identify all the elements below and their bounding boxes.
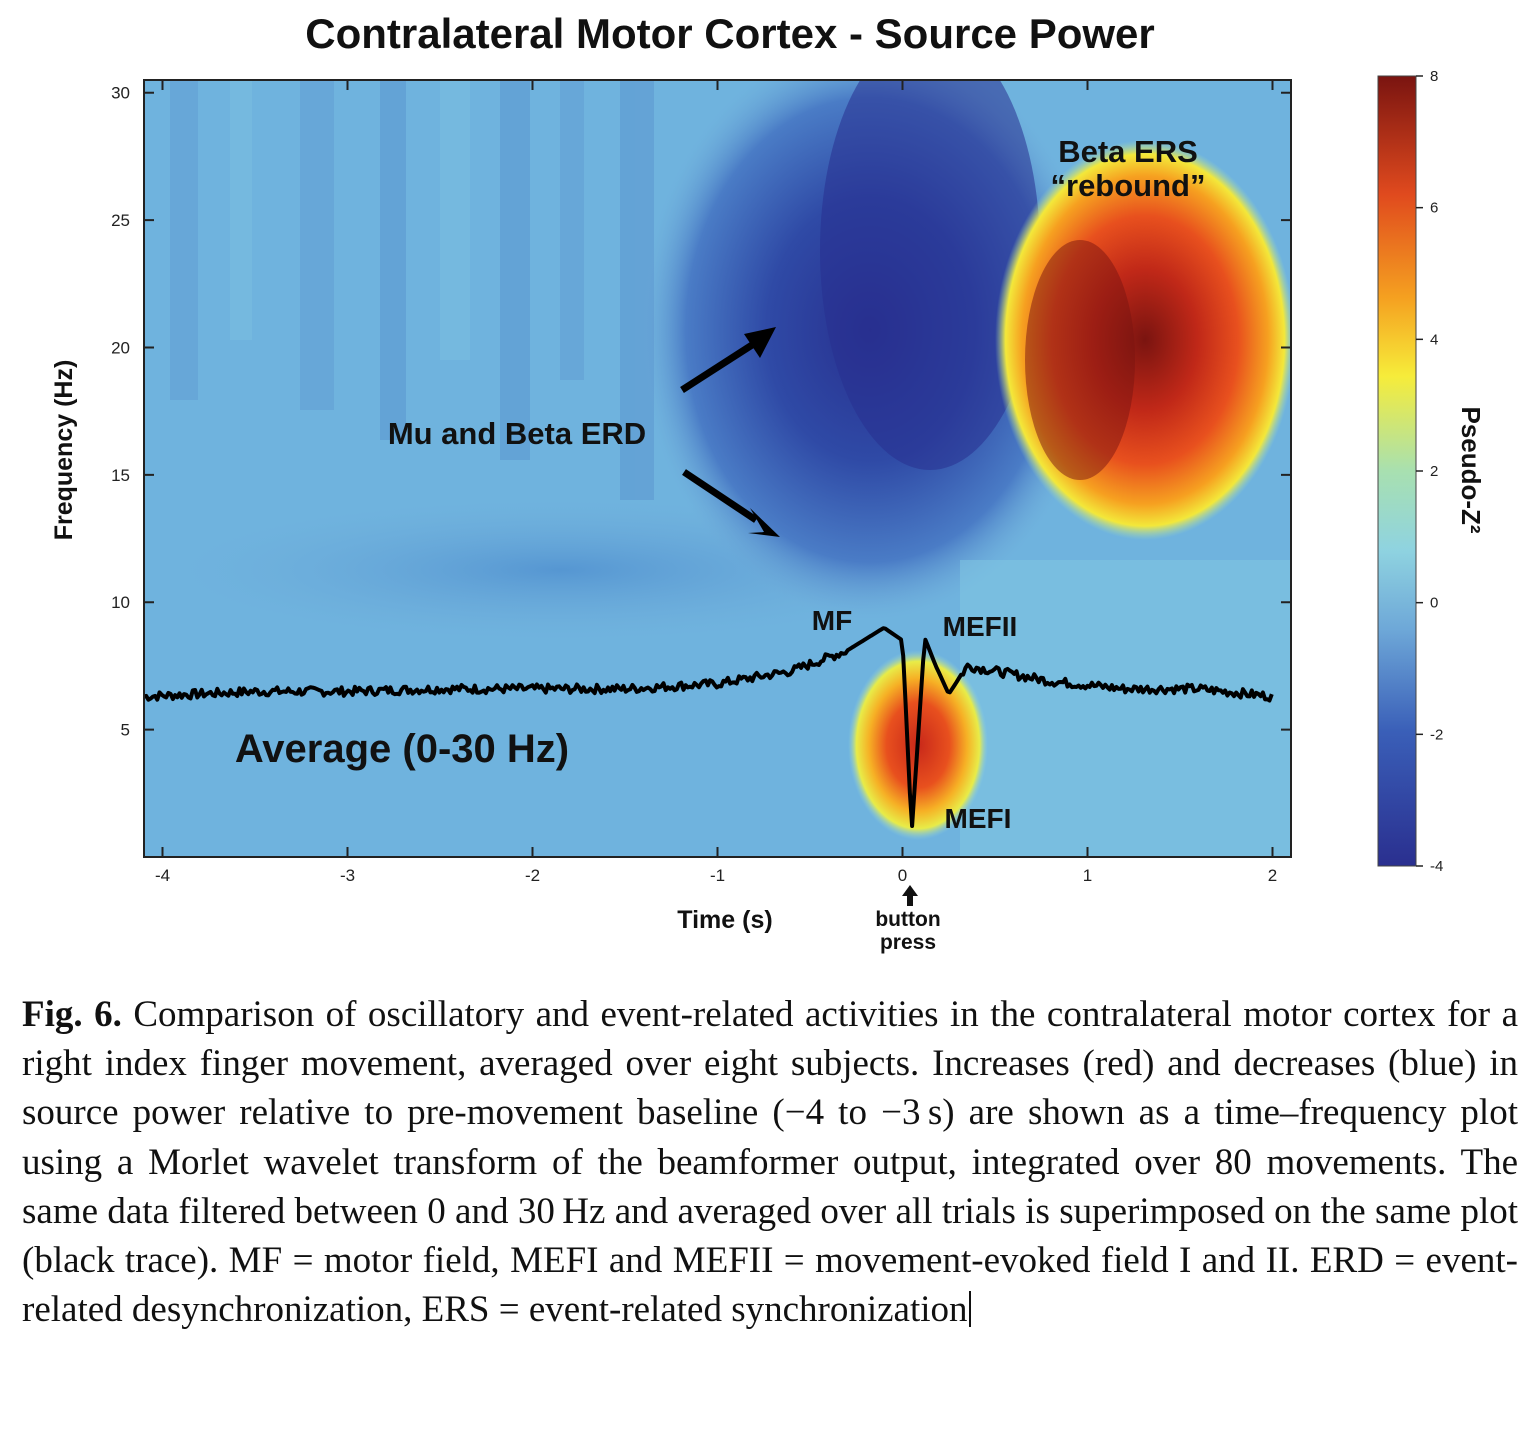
x-tick-label: -4 [155, 866, 170, 885]
button-press-marker: button press [875, 885, 941, 954]
colorbar-tick-label: 8 [1430, 68, 1438, 85]
arrow-down-right-icon [748, 508, 780, 537]
y-axis: 5 10 15 20 25 30 [111, 84, 1291, 740]
y-tick-label: 20 [111, 338, 130, 357]
colorbar-tick-label: -4 [1430, 858, 1443, 875]
colorbar-tick-label: 0 [1430, 595, 1438, 612]
text-cursor [968, 1291, 971, 1328]
y-tick-label: 30 [111, 84, 130, 103]
colorbar-tick-label: -2 [1430, 726, 1443, 743]
mefii-label: MEFII [943, 611, 1018, 642]
y-tick-label: 5 [121, 721, 130, 740]
x-axis-label: Time (s) [677, 906, 772, 934]
x-tick-label: 0 [898, 866, 907, 885]
mf-label: MF [812, 605, 852, 636]
figure-title: Contralateral Motor Cortex - Source Powe… [305, 10, 1155, 57]
colorbar-ticks: -4 -2 0 2 4 6 8 [1416, 68, 1443, 875]
y-tick-label: 10 [111, 593, 130, 612]
colorbar-tick-label: 2 [1430, 463, 1438, 480]
average-label: Average (0-30 Hz) [235, 727, 569, 771]
y-tick-label: 15 [111, 466, 130, 485]
erd-label: Mu and Beta ERD [388, 416, 646, 451]
button-press-label-1: button [875, 908, 940, 931]
x-tick-label: 1 [1083, 866, 1092, 885]
y-tick-label: 25 [111, 211, 130, 230]
colorbar-tick-label: 6 [1430, 200, 1438, 217]
y-axis-label: Frequency (Hz) [50, 360, 78, 541]
x-tick-label: -3 [340, 866, 355, 885]
colorbar-label: Pseudo-Z² [1456, 406, 1486, 533]
button-press-label-2: press [880, 931, 936, 954]
ers-label-1: Beta ERS [1058, 134, 1198, 169]
x-tick-label: 2 [1268, 866, 1277, 885]
caption-text: Comparison of oscillatory and event-rela… [22, 994, 1519, 1331]
x-axis: -4 -3 -2 -1 0 1 2 [155, 80, 1277, 885]
caption-lead: Fig. 6. [22, 994, 122, 1035]
colorbar-tick-label: 4 [1430, 331, 1438, 348]
mefi-label: MEFI [945, 803, 1012, 834]
ers-label-2: “rebound” [1051, 168, 1206, 203]
average-trace [144, 626, 1274, 828]
arrow-up-right-icon [744, 327, 776, 358]
erd-arrows [680, 327, 780, 537]
figure: Contralateral Motor Cortex - Source Powe… [50, 10, 1486, 954]
figure-caption: Fig. 6. Comparison of oscillatory and ev… [22, 990, 1518, 1334]
heatmap [144, 80, 1291, 857]
up-arrow-icon [902, 885, 918, 906]
x-tick-label: -2 [525, 866, 540, 885]
colorbar [1377, 75, 1417, 867]
x-tick-label: -1 [710, 866, 725, 885]
